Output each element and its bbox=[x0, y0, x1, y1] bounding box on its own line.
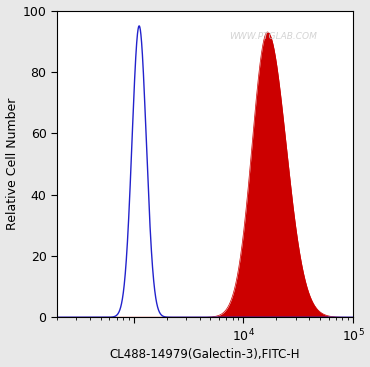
Y-axis label: Relative Cell Number: Relative Cell Number bbox=[6, 98, 18, 230]
Text: WWW.PTGLAB.COM: WWW.PTGLAB.COM bbox=[229, 32, 317, 41]
X-axis label: CL488-14979(Galectin-3),FITC-H: CL488-14979(Galectin-3),FITC-H bbox=[110, 348, 300, 361]
